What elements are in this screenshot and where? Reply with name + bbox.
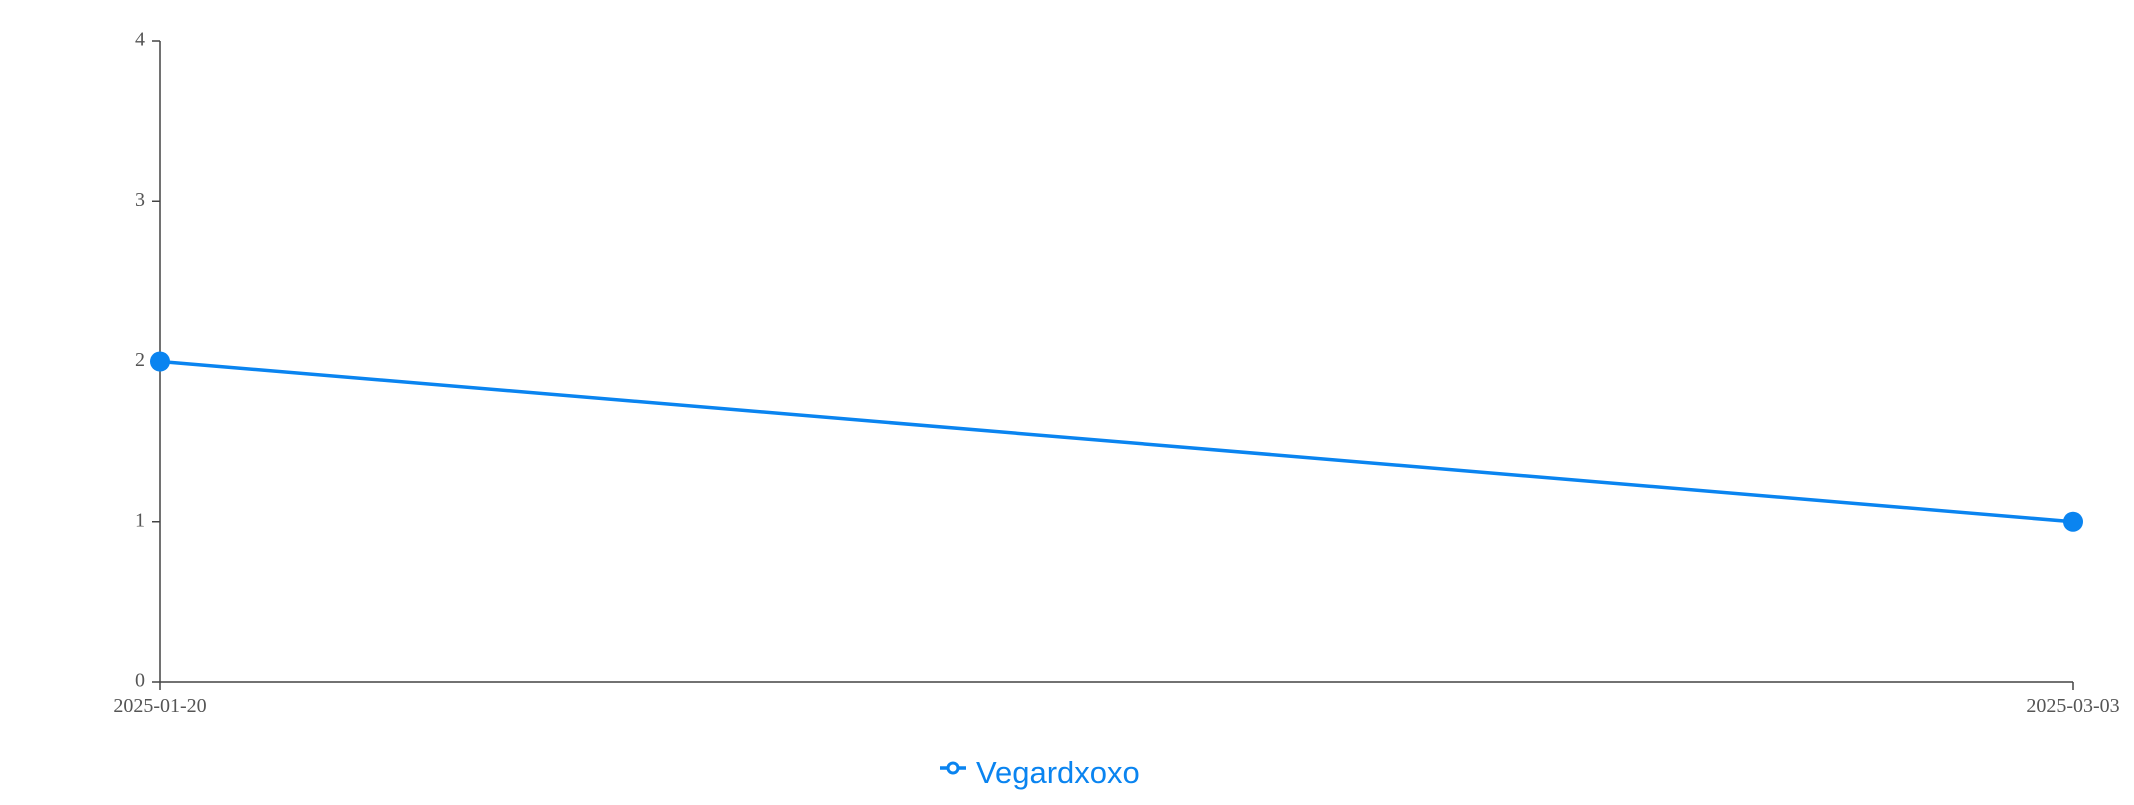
legend-label[interactable]: Vegardxoxo (976, 755, 1140, 790)
y-tick-label: 1 (135, 509, 145, 531)
data-point[interactable] (150, 351, 170, 372)
y-tick-label: 0 (135, 670, 145, 692)
y-tick-label: 2 (135, 349, 145, 371)
legend-circle-icon (946, 761, 960, 775)
x-tick-label: 2025-01-20 (113, 695, 206, 717)
legend[interactable]: Vegardxoxo (940, 755, 1140, 790)
x-axis: 2025-01-20 2025-03-03 (113, 681, 2120, 717)
data-point[interactable] (2063, 511, 2083, 532)
y-tick-label: 3 (135, 189, 145, 211)
y-tick-label: 4 (135, 29, 145, 51)
x-tick-label: 2025-03-03 (2026, 695, 2119, 717)
series-line[interactable] (159, 359, 2074, 524)
series-group (150, 351, 2083, 532)
